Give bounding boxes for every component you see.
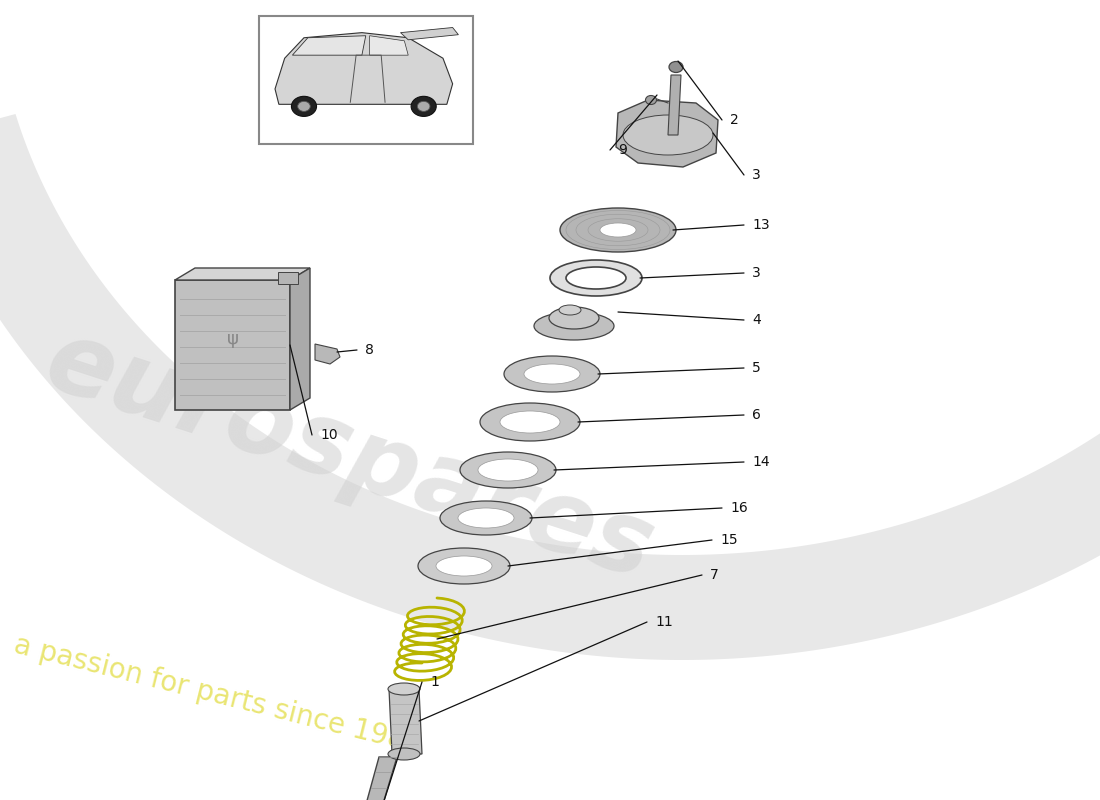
Bar — [258, 16, 473, 144]
Text: 13: 13 — [752, 218, 770, 232]
Ellipse shape — [623, 115, 713, 155]
Bar — [175, 280, 290, 410]
Ellipse shape — [504, 356, 600, 392]
Text: 11: 11 — [654, 615, 673, 629]
Polygon shape — [389, 689, 422, 754]
Ellipse shape — [550, 260, 642, 296]
Text: 16: 16 — [730, 501, 748, 515]
Ellipse shape — [500, 411, 560, 433]
Text: 4: 4 — [752, 313, 761, 327]
Text: eurospares: eurospares — [33, 312, 664, 600]
Ellipse shape — [460, 452, 556, 488]
Ellipse shape — [436, 556, 492, 576]
Text: 10: 10 — [320, 428, 338, 442]
Ellipse shape — [480, 403, 580, 441]
Polygon shape — [293, 36, 365, 55]
Ellipse shape — [524, 364, 580, 384]
Ellipse shape — [559, 305, 581, 315]
Polygon shape — [290, 268, 310, 410]
Polygon shape — [668, 75, 681, 135]
Polygon shape — [400, 27, 459, 40]
Text: 3: 3 — [752, 168, 761, 182]
Polygon shape — [0, 114, 1100, 660]
Ellipse shape — [298, 102, 310, 111]
Polygon shape — [616, 100, 718, 167]
Text: 3: 3 — [752, 266, 761, 280]
Ellipse shape — [417, 102, 430, 111]
Ellipse shape — [388, 748, 420, 760]
Text: 1: 1 — [430, 675, 439, 689]
Ellipse shape — [388, 683, 420, 695]
Text: 7: 7 — [710, 568, 718, 582]
Polygon shape — [324, 757, 397, 800]
Ellipse shape — [560, 208, 676, 252]
Text: 8: 8 — [365, 343, 374, 357]
Ellipse shape — [440, 501, 532, 535]
Ellipse shape — [600, 223, 636, 237]
Ellipse shape — [411, 96, 437, 117]
Polygon shape — [315, 344, 340, 364]
Ellipse shape — [418, 548, 510, 584]
Text: 5: 5 — [752, 361, 761, 375]
Ellipse shape — [458, 508, 514, 528]
Ellipse shape — [646, 95, 657, 105]
Polygon shape — [370, 36, 408, 55]
Ellipse shape — [566, 267, 626, 289]
Text: 2: 2 — [730, 113, 739, 127]
Ellipse shape — [534, 312, 614, 340]
Polygon shape — [275, 33, 452, 104]
Text: 15: 15 — [720, 533, 738, 547]
Ellipse shape — [669, 62, 683, 73]
Text: 14: 14 — [752, 455, 770, 469]
Text: 6: 6 — [752, 408, 761, 422]
Ellipse shape — [292, 96, 317, 117]
Text: ψ: ψ — [227, 330, 239, 347]
Ellipse shape — [549, 307, 600, 329]
Ellipse shape — [478, 459, 538, 481]
Text: 9: 9 — [618, 143, 627, 157]
Bar — [278, 272, 298, 284]
Polygon shape — [175, 268, 310, 280]
Text: a passion for parts since 1985: a passion for parts since 1985 — [11, 631, 425, 760]
